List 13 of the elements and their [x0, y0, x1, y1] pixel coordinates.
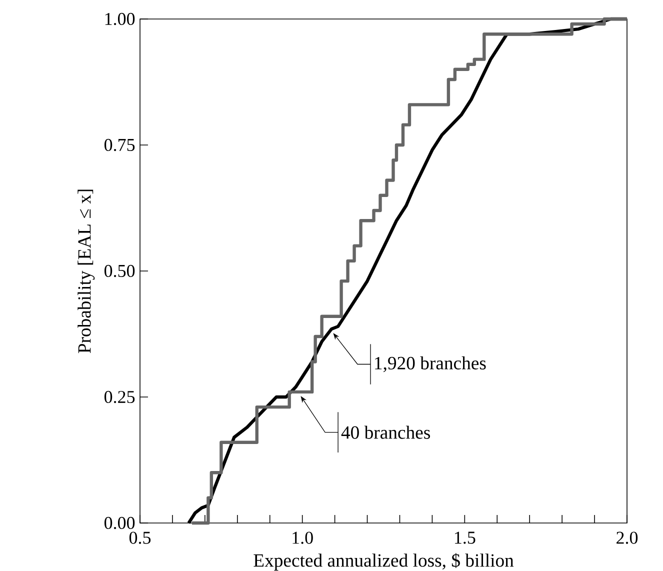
- annotation: 40 branches: [341, 426, 430, 439]
- y-tick-label: 0.75: [104, 138, 135, 152]
- x-tick-label: 2.0: [616, 532, 638, 544]
- x-axis-title: Expected annualized loss, $ billion: [254, 553, 514, 571]
- annotation: 1,920 branches: [375, 356, 486, 372]
- y-tick-label: 0.50: [104, 264, 135, 278]
- x-tick-label: 0.5: [129, 532, 151, 544]
- y-tick-label: 1.00: [105, 12, 135, 26]
- x-tick-label: 1.0: [292, 532, 313, 544]
- x-tick-label: 1.5: [455, 532, 476, 544]
- y-tick-label: 0.00: [104, 516, 135, 530]
- y-axis-title: Probability [EAL ≤ x]: [78, 190, 95, 354]
- y-tick-label: 0.25: [104, 390, 135, 404]
